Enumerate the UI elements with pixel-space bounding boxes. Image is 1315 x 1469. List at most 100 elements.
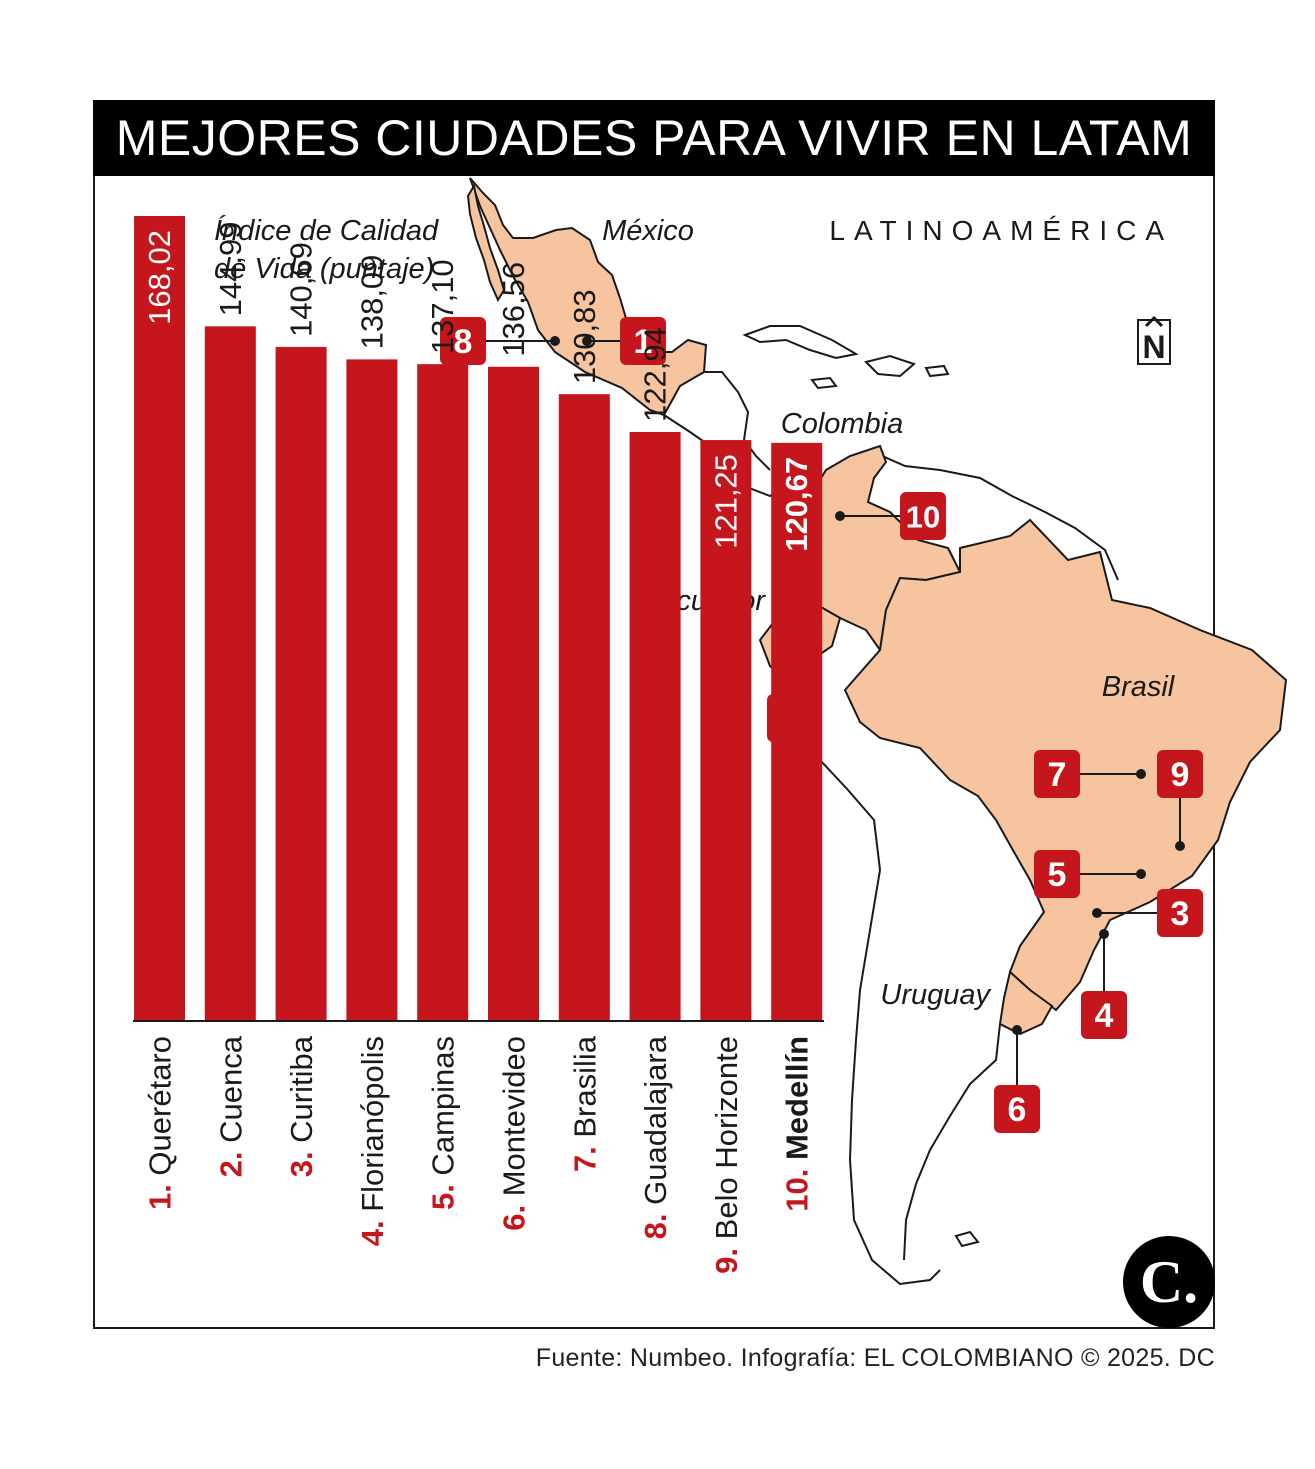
- city-dot-icon: [1136, 769, 1146, 779]
- country-label: México: [602, 215, 694, 247]
- category-label: 2. Cuenca: [213, 1035, 248, 1177]
- north-caret-icon: [1144, 315, 1164, 328]
- rank-number: 8.: [638, 1205, 673, 1239]
- rank-badge-number: 9: [1171, 756, 1190, 794]
- category-label: 7. Brasilia: [567, 1035, 602, 1172]
- rank-badge-number: 6: [1008, 1091, 1027, 1129]
- uruguay-shape: [998, 970, 1054, 1036]
- rank-badge-number: 7: [1048, 756, 1067, 794]
- country-label: Brasil: [1102, 671, 1176, 703]
- bar-8: [629, 431, 681, 1021]
- rank-badge: [620, 317, 666, 365]
- bar-value-label: 122,94: [638, 327, 673, 422]
- page-title: MEJORES CIUDADES PARA VIVIR EN LATAM: [93, 100, 1215, 176]
- rank-number: 4.: [354, 1212, 389, 1246]
- north-label: N: [1142, 329, 1165, 365]
- bar-value-label: 168,02: [142, 230, 177, 325]
- argentina-coast-outline: [903, 1023, 1001, 1261]
- bar-2: [204, 326, 256, 1021]
- bar-value-label: 140,69: [284, 242, 319, 337]
- jamaica-outline: [810, 376, 838, 390]
- logo-letter: C.: [1140, 1249, 1198, 1315]
- bar-chart: 168,02 144,99 140,69 138,09 137,10 136,56 130,…: [134, 216, 823, 1021]
- bar-value-label: 120,67: [779, 457, 814, 552]
- cuba-outline: [742, 325, 859, 360]
- category-label: 9. Belo Horizonte: [708, 1036, 743, 1274]
- country-label: Uruguay: [880, 979, 991, 1011]
- city-dot-icon: [550, 336, 560, 346]
- city-dot-icon: [835, 511, 845, 521]
- rank-badge-number: 8: [454, 323, 473, 361]
- city-name: Guadalajara: [638, 1035, 673, 1205]
- bar-value-label: 144,99: [213, 222, 248, 317]
- bar-3: [275, 346, 327, 1021]
- bar-10: [771, 442, 823, 1021]
- city-dot-icon: [582, 336, 592, 346]
- rank-number: 6.: [496, 1196, 531, 1230]
- city-name: Montevideo: [496, 1036, 531, 1196]
- rank-badge: [900, 492, 946, 540]
- region-label: LATINOAMÉRICA: [829, 215, 1173, 246]
- y-axis-label-line: Índice de Calidad: [214, 214, 439, 247]
- rank-number: 1.: [142, 1176, 177, 1210]
- category-label: 5. Campinas: [425, 1036, 460, 1210]
- puerto-rico-outline: [924, 364, 950, 378]
- bar-value-label: 138,09: [354, 255, 389, 350]
- city-markers: 12345678910: [440, 317, 1203, 1133]
- category-label: 3. Curitiba: [284, 1035, 319, 1177]
- rank-number: 5.: [425, 1176, 460, 1210]
- bar-6: [488, 366, 539, 1021]
- bar-5: [417, 364, 469, 1021]
- baja-california-shape: [466, 183, 506, 303]
- country-label: Colombia: [781, 408, 904, 440]
- city-name: Medellín: [779, 1036, 814, 1160]
- city-dot-icon: [1099, 929, 1109, 939]
- rank-badge: [1034, 850, 1080, 898]
- source-credit: Fuente: Numbeo. Infografía: EL COLOMBIAN…: [535, 1344, 1215, 1372]
- central-america-outline-north: [704, 371, 771, 471]
- bar-7: [558, 394, 610, 1021]
- bar-value-label: 121,25: [708, 454, 743, 549]
- rank-badge: [440, 317, 486, 365]
- southern-cone-outline: [789, 683, 941, 1286]
- hispaniola-outline: [864, 354, 916, 378]
- rank-number: 10.: [779, 1160, 814, 1212]
- city-name: Florianópolis: [354, 1036, 389, 1212]
- rank-number: 7.: [567, 1138, 602, 1172]
- city-dot-icon: [1136, 869, 1146, 879]
- bar-9: [700, 440, 752, 1021]
- el-colombiano-logo: C.: [1123, 1236, 1215, 1328]
- city-dot-icon: [1012, 1025, 1022, 1035]
- rank-number: 2.: [213, 1143, 248, 1177]
- city-name: Campinas: [425, 1036, 460, 1176]
- category-label: 1. Querétaro: [142, 1036, 177, 1210]
- rank-number: 3.: [284, 1143, 319, 1177]
- category-label: 8. Guadalajara: [638, 1035, 673, 1239]
- rank-badge: [1081, 991, 1127, 1039]
- rank-badge-number: 5: [1048, 856, 1067, 894]
- bar-1: [134, 216, 185, 1021]
- city-name: Querétaro: [142, 1036, 177, 1176]
- rank-badge: [1157, 889, 1203, 937]
- category-labels: 1. Querétaro 2. Cuenca 3. Curitiba 4. Flori…: [142, 1035, 814, 1274]
- rank-badge-number: 3: [1171, 895, 1190, 933]
- falklands-outline: [954, 1230, 980, 1248]
- venezuela-outline: [879, 454, 1119, 581]
- bar-value-label: 130,83: [567, 289, 602, 384]
- city-dot-icon: [1092, 908, 1102, 918]
- category-label: 6. Montevideo: [496, 1036, 531, 1231]
- city-name: Brasilia: [567, 1035, 602, 1137]
- y-axis-label: Índice de Calidad de Vida (puntaje): [214, 214, 439, 285]
- bar-4: [346, 359, 398, 1021]
- rank-badge: [994, 1085, 1040, 1133]
- city-name: Belo Horizonte: [708, 1036, 743, 1239]
- rank-badge-number: 1: [634, 323, 653, 361]
- category-label: 10. Medellín: [779, 1036, 814, 1212]
- rank-number: 9.: [708, 1239, 743, 1273]
- y-axis-label-line: de Vida (puntaje): [214, 253, 434, 285]
- category-label: 4. Florianópolis: [354, 1036, 389, 1246]
- rank-badge-number: 10: [906, 500, 940, 535]
- rank-badge-number: 4: [1095, 997, 1114, 1035]
- city-name: Curitiba: [284, 1035, 319, 1143]
